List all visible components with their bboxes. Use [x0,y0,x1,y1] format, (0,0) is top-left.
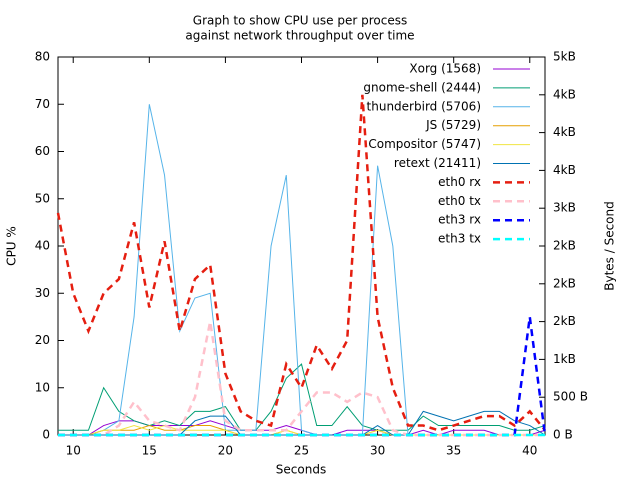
y2-tick-label: 4kB [553,125,576,139]
y-tick-label: 20 [35,333,50,347]
chart-subtitle: against network throughput over time [185,29,414,43]
x-axis-label: Seconds [276,463,326,477]
series-line [58,363,546,431]
legend-label: retext (21411) [394,156,481,170]
y2-tick-label: 5kB [553,50,576,64]
legend-label: eth3 rx [438,213,481,227]
x-tick-label: 30 [370,444,385,458]
y-tick-label: 70 [35,97,50,111]
x-tick-label: 10 [66,444,81,458]
y2-tick-label: 2kB [553,314,576,328]
x-tick-label: 40 [522,444,537,458]
legend-label: eth0 rx [438,175,481,189]
legend-label: eth0 tx [438,194,481,208]
chart-title: Graph to show CPU use per process [193,14,407,28]
y2-tick-label: 4kB [553,163,576,177]
y2-tick-label: 4kB [553,87,576,101]
y-tick-label: 60 [35,144,50,158]
y2-tick-label: 2kB [553,276,576,290]
y2-tick-label: 3kB [553,201,576,215]
y2-tick-label: 2kB [553,239,576,253]
series-line [58,321,545,437]
x-tick-label: 15 [142,444,157,458]
y-tick-label: 50 [35,191,50,205]
y-tick-label: 30 [35,286,50,300]
y2-tick-label: 500 B [553,390,588,404]
y2-tick-label: 0 B [553,428,573,442]
y2-tick-label: 1kB [553,352,576,366]
y-axis-label: CPU % [5,226,19,266]
legend-label: Compositor (5747) [368,137,481,151]
x-tick-label: 25 [294,444,309,458]
legend-label: gnome-shell (2444) [363,80,481,94]
x-tick-label: 20 [218,444,233,458]
plot-border [57,56,546,436]
y-tick-label: 40 [35,239,50,253]
y-tick-label: 10 [35,380,50,394]
legend-label: Xorg (1568) [409,62,481,76]
y2-axis-label: Bytes / Second [603,201,617,291]
legend-label: eth3 tx [438,232,481,246]
legend-label: JS (5729) [425,118,481,132]
x-tick-label: 35 [446,444,461,458]
y-tick-label: 80 [35,50,50,64]
y-tick-label: 0 [42,428,50,442]
legend-label: thunderbird (5706) [367,99,481,113]
